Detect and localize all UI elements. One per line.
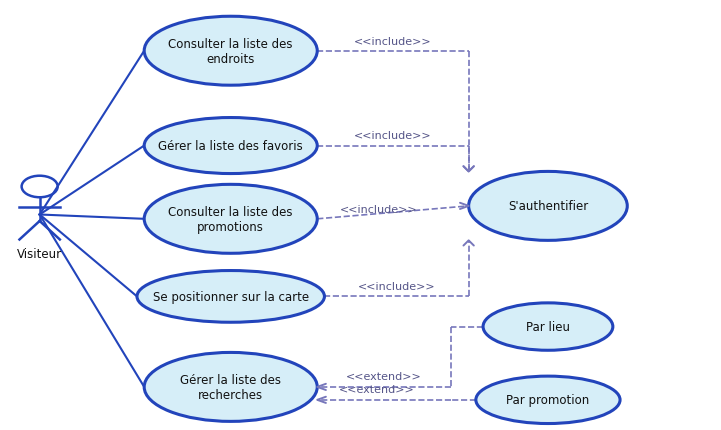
Ellipse shape [144, 17, 317, 86]
Ellipse shape [137, 271, 324, 322]
Ellipse shape [469, 172, 627, 241]
Text: Par lieu: Par lieu [526, 320, 570, 333]
Ellipse shape [144, 118, 317, 174]
Text: <<include>>: <<include>> [354, 37, 432, 46]
Text: Visiteur: Visiteur [17, 247, 62, 260]
Text: <<include>>: <<include>> [340, 204, 417, 214]
Text: Consulter la liste des
promotions: Consulter la liste des promotions [169, 206, 293, 233]
Ellipse shape [144, 185, 317, 254]
Text: Consulter la liste des
endroits: Consulter la liste des endroits [169, 38, 293, 65]
Text: Par promotion: Par promotion [506, 393, 590, 406]
Ellipse shape [144, 353, 317, 421]
Text: <<extend>>: <<extend>> [346, 371, 422, 381]
Text: Gérer la liste des
recherches: Gérer la liste des recherches [180, 373, 281, 401]
Text: <<include>>: <<include>> [358, 282, 435, 292]
Text: Se positionner sur la carte: Se positionner sur la carte [153, 290, 309, 303]
Text: Gérer la liste des favoris: Gérer la liste des favoris [159, 140, 303, 153]
Ellipse shape [483, 303, 613, 350]
Ellipse shape [476, 376, 620, 424]
Text: <<extend>>: <<extend>> [339, 384, 415, 394]
Text: S'authentifier: S'authentifier [508, 200, 588, 213]
Text: <<include>>: <<include>> [354, 131, 432, 141]
